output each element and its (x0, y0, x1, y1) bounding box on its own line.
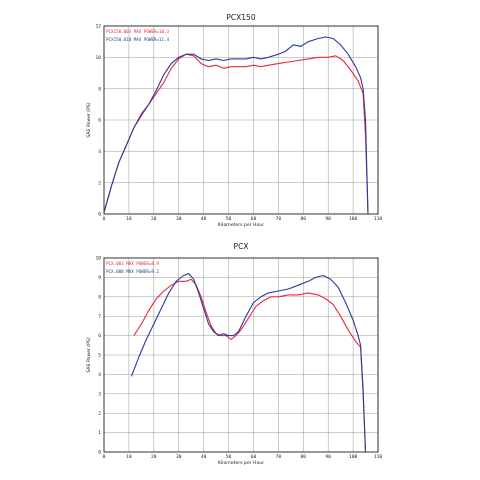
x-tick-label: 80 (300, 216, 306, 222)
legend-entry: PCX.003 MAX POWER=8.9 (106, 261, 159, 266)
y-tick-label: 6 (98, 118, 101, 124)
y-tick-label: 6 (98, 333, 101, 339)
x-axis-label: Kilometers per Hour (218, 460, 264, 466)
x-tick-label: 100 (349, 216, 358, 222)
x-tick-label: 90 (325, 216, 331, 222)
y-tick-label: 5 (98, 353, 101, 359)
x-tick-label: 50 (226, 216, 232, 222)
x-tick-label: 80 (300, 454, 306, 460)
chart-title: PCX (234, 242, 249, 251)
y-axis-label: SAE Power (PS) (86, 102, 92, 137)
y-tick-label: 10 (95, 256, 101, 262)
y-axis-label: SAE Power (PS) (86, 337, 92, 372)
x-axis-label: Kilometers per Hour (218, 222, 264, 228)
y-tick-label: 4 (98, 149, 101, 155)
y-tick-label: 0 (98, 212, 101, 218)
series-line-1 (133, 278, 367, 453)
x-tick-label: 40 (201, 216, 207, 222)
x-tick-label: 20 (151, 216, 157, 222)
x-tick-label: 90 (325, 454, 331, 460)
legend-entry: PCX.008 MAX POWER=9.2 (106, 269, 159, 274)
x-tick-label: 50 (226, 454, 232, 460)
x-tick-label: 30 (176, 454, 182, 460)
x-tick-label: 0 (103, 454, 106, 460)
x-tick-label: 70 (276, 454, 282, 460)
chart-2: PCX 0 10 20 30 40 50 60 70 80 90 100 110 0 1 2 3 4 5 6 7 8 9 10… (86, 242, 382, 466)
x-tick-label: 10 (126, 454, 132, 460)
x-tick-label: 110 (374, 216, 383, 222)
y-tick-label: 2 (98, 180, 101, 186)
x-tick-label: 10 (126, 216, 132, 222)
legend-entry: PCX150.003 MAX POWER=10.3 (106, 29, 170, 34)
x-tick-label: 110 (374, 454, 383, 460)
x-tick-label: 60 (251, 454, 257, 460)
y-tick-label: 10 (95, 55, 101, 61)
x-tick-label: 100 (349, 454, 358, 460)
series-line-2 (130, 272, 367, 453)
legend-entry: PCX150.010 MAX POWER=11.4 (106, 37, 170, 42)
x-tick-label: 70 (276, 216, 282, 222)
x-tick-label: 60 (251, 216, 257, 222)
y-tick-label: 4 (98, 372, 101, 378)
x-tick-label: 0 (103, 216, 106, 222)
y-tick-label: 8 (98, 294, 101, 300)
plot-frame (103, 257, 379, 453)
y-tick-label: 1 (98, 430, 101, 436)
x-tick-label: 40 (201, 454, 207, 460)
x-tick-label: 30 (176, 216, 182, 222)
y-tick-label: 12 (95, 24, 101, 30)
chart-1: PCX150 0 10 20 30 40 50 60 70 80 90 100 110 0 2 4 6 8 10 12… (86, 13, 382, 228)
y-tick-label: 8 (98, 86, 101, 92)
y-tick-label: 3 (98, 391, 101, 397)
y-tick-label: 0 (98, 450, 101, 456)
y-tick-label: 9 (98, 275, 101, 281)
y-tick-label: 7 (98, 314, 101, 320)
y-tick-label: 2 (98, 411, 101, 417)
plot-frame (103, 25, 379, 215)
series-line-2 (103, 36, 369, 215)
x-tick-label: 20 (151, 454, 157, 460)
chart-title: PCX150 (226, 13, 255, 22)
